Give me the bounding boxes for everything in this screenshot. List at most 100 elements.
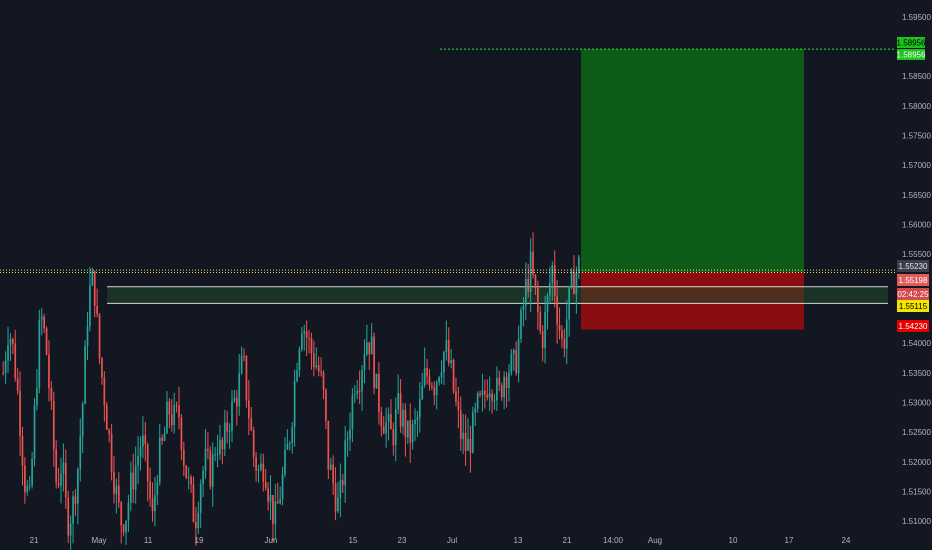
candle-body [91, 271, 94, 286]
candle-body [156, 482, 159, 496]
profit-zone[interactable] [581, 49, 804, 273]
candle-body [481, 390, 484, 395]
candle-body [77, 469, 79, 504]
candle-body [192, 484, 195, 523]
candle-body [505, 376, 508, 388]
candle-body [537, 287, 539, 312]
countdown-badge-text: 02:42:25 [897, 290, 929, 299]
candle-body [457, 401, 460, 411]
candle-body [431, 385, 433, 388]
candle-body [26, 485, 29, 493]
candle-body [358, 390, 361, 392]
candle-body [67, 497, 70, 536]
candle-body [402, 409, 404, 427]
candle-body [286, 443, 289, 450]
candle-body [50, 387, 53, 401]
candle-body [438, 377, 440, 383]
candle-body [31, 459, 33, 486]
countdown-badge [897, 288, 929, 300]
candle-body [86, 326, 89, 346]
candle-body [378, 373, 380, 413]
candle-body [40, 316, 43, 320]
candle-body [467, 438, 469, 451]
candle-body [426, 368, 428, 377]
candle-body [180, 417, 183, 450]
candle-body [508, 372, 510, 388]
candle-body [529, 251, 532, 292]
candle-body [14, 343, 17, 379]
candle-body [245, 356, 248, 401]
candle-body [382, 426, 385, 434]
candle-body [315, 365, 318, 368]
candle-body [498, 377, 501, 386]
current-price-badge [897, 300, 929, 312]
candle-body [105, 405, 108, 430]
candle-body [341, 480, 344, 485]
candle-body [558, 324, 561, 331]
candle-body [98, 314, 101, 359]
candle-body [43, 316, 45, 329]
candle-body [520, 309, 522, 340]
candle-body [539, 311, 542, 332]
candle-body [132, 472, 135, 490]
candle-body [524, 278, 527, 306]
candle-body [462, 432, 465, 440]
candle-body [84, 345, 86, 404]
candle-body [72, 496, 74, 524]
candle-body [127, 502, 130, 521]
candle-body [142, 435, 144, 447]
candle-body [527, 278, 530, 292]
candle-body [486, 394, 489, 398]
candle-body [344, 440, 347, 485]
candle-body [274, 501, 277, 524]
price-axis-tick: 1.51500 [902, 487, 931, 496]
candle-body [411, 423, 414, 443]
candle-body [317, 365, 320, 372]
candle-body [517, 339, 520, 374]
price-axis[interactable]: 1.59500 1.58500 1.58000 1.57500 1.57000 1.565… [902, 13, 931, 526]
candle-body [243, 355, 245, 357]
time-axis-tick: 10 [729, 536, 738, 545]
candlestick-series [2, 232, 580, 550]
support-zone[interactable] [107, 286, 888, 304]
candle-body [219, 439, 221, 455]
candle-body [421, 385, 424, 400]
candle-body [19, 390, 21, 437]
time-axis-tick: Jun [265, 536, 278, 545]
current-price-badge-text: 1.55115 [899, 302, 928, 311]
candle-body [332, 464, 334, 484]
time-axis-tick: 24 [842, 536, 851, 545]
candle-body [450, 360, 452, 364]
candle-body [375, 373, 378, 389]
candle-body [262, 463, 265, 482]
target-price-badge-text: 1.58956 [897, 39, 926, 48]
candle-body [36, 388, 38, 406]
candle-body [380, 412, 383, 427]
candle-body [546, 295, 549, 312]
candle-body [16, 378, 19, 391]
candle-body [440, 372, 443, 378]
candle-body [96, 306, 98, 315]
candle-body [549, 283, 551, 296]
candle-body [551, 265, 554, 284]
candle-body [310, 338, 313, 354]
candle-body [125, 520, 127, 533]
candle-body [269, 495, 272, 502]
candle-body [175, 405, 178, 407]
candle-body [108, 429, 111, 435]
time-axis[interactable]: 21 May 11 19 Jun 15 23 Jul 13 21 14:00 Aug 10 17 24 [30, 536, 851, 545]
candle-body [11, 339, 14, 344]
candle-body [349, 429, 351, 440]
candle-body [79, 436, 82, 470]
time-axis-tick: May [91, 536, 106, 545]
candle-body [500, 385, 503, 398]
price-axis-tick: 1.51000 [902, 517, 931, 526]
candle-body [250, 418, 253, 431]
candle-body [115, 485, 118, 495]
candle-body [69, 523, 72, 536]
candle-body [368, 342, 371, 355]
candle-body [48, 354, 50, 388]
candle-body [573, 271, 575, 295]
candle-body [74, 496, 77, 504]
